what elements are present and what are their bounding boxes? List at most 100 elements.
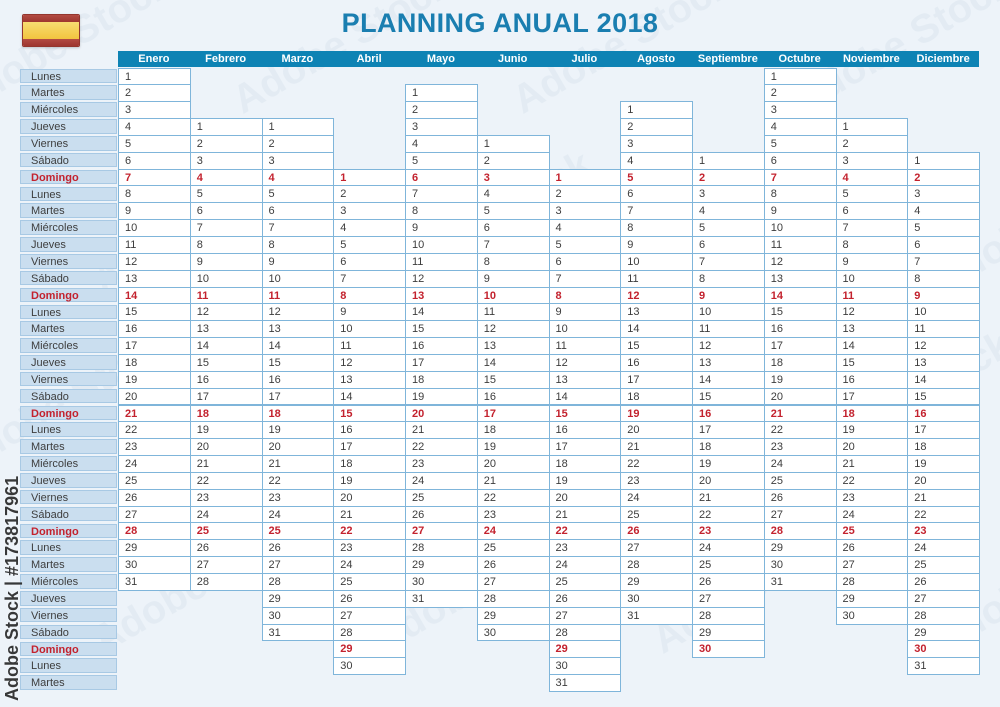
- day-row-label: Viernes: [20, 136, 117, 151]
- day-cell: 23: [118, 438, 191, 457]
- day-cell: 25: [261, 522, 335, 541]
- day-cell: 1: [835, 118, 909, 136]
- day-cell: 12: [620, 286, 693, 305]
- day-cell: 11: [476, 303, 550, 322]
- day-cell: 6: [189, 202, 263, 221]
- day-cell: 17: [476, 404, 550, 423]
- day-cell: 22: [907, 505, 980, 524]
- day-cell: 24: [261, 505, 335, 524]
- day-cell: 20: [189, 438, 263, 457]
- day-cell: 1: [333, 168, 406, 187]
- day-row-label: Viernes: [20, 607, 117, 623]
- day-cell: 22: [333, 522, 406, 541]
- day-cell: 21: [907, 488, 980, 507]
- day-cell: 15: [189, 353, 263, 372]
- day-cell: 7: [405, 185, 478, 204]
- day-cell: 10: [548, 320, 622, 339]
- day-cell: 29: [333, 640, 406, 659]
- day-cell: 12: [835, 303, 909, 322]
- day-cell: 7: [763, 168, 837, 187]
- day-row-label: Jueves: [20, 355, 117, 370]
- day-cell: 14: [835, 337, 909, 355]
- day-cell: 7: [333, 269, 406, 288]
- day-cell: 4: [118, 118, 191, 136]
- day-cell: 30: [476, 623, 550, 642]
- day-cell: 26: [476, 556, 550, 574]
- day-cell: 9: [189, 252, 263, 271]
- day-cell: 8: [333, 286, 406, 305]
- day-cell: 13: [189, 320, 263, 339]
- day-cell: 8: [405, 202, 478, 221]
- day-cell: 3: [189, 151, 263, 170]
- day-row-label: Viernes: [20, 371, 117, 387]
- day-cell: 27: [763, 505, 837, 524]
- day-cell: 1: [261, 118, 335, 136]
- day-row-label: Martes: [20, 321, 117, 336]
- day-cell: 19: [476, 438, 550, 457]
- day-cell: 26: [333, 589, 406, 608]
- day-cell: 18: [476, 421, 550, 440]
- day-cell: 8: [476, 252, 550, 271]
- day-cell: 5: [548, 236, 622, 254]
- day-cell: 20: [692, 471, 765, 490]
- day-cell: 19: [261, 421, 335, 440]
- day-cell: 21: [405, 421, 478, 440]
- day-cell: 15: [261, 353, 335, 372]
- day-cell: 1: [763, 67, 837, 86]
- day-cell: 5: [763, 134, 837, 153]
- day-cell: 18: [261, 404, 335, 423]
- day-cell: 17: [692, 421, 765, 440]
- day-cell: 31: [620, 606, 693, 625]
- day-cell: 31: [405, 589, 478, 608]
- day-cell: 21: [692, 488, 765, 507]
- day-cell: 8: [261, 236, 335, 254]
- day-cell: 6: [620, 185, 693, 204]
- day-cell: 23: [835, 488, 909, 507]
- day-cell: 16: [333, 421, 406, 440]
- day-cell: 5: [907, 219, 980, 237]
- day-cell: 21: [118, 404, 191, 423]
- day-cell: 9: [548, 303, 622, 322]
- day-cell: 4: [907, 202, 980, 221]
- day-cell: 10: [189, 269, 263, 288]
- day-cell: 1: [476, 134, 550, 153]
- day-cell: 26: [763, 488, 837, 507]
- month-header-row: Enero Febrero Marzo Abril Mayo Junio Julio Agos…: [118, 51, 979, 67]
- day-cell: 16: [405, 337, 478, 355]
- day-cell: 22: [692, 505, 765, 524]
- day-cell: 30: [548, 657, 622, 676]
- day-cell: 16: [620, 353, 693, 372]
- day-row-label: Jueves: [20, 237, 117, 252]
- day-cell: 12: [261, 303, 335, 322]
- day-cell: 15: [548, 404, 622, 423]
- day-cell: 11: [763, 236, 837, 254]
- day-cell: 10: [261, 269, 335, 288]
- day-cell: 3: [118, 101, 191, 120]
- day-cell: 18: [333, 455, 406, 473]
- day-cell: 12: [692, 337, 765, 355]
- day-cell: 5: [189, 185, 263, 204]
- day-cell: 20: [476, 455, 550, 473]
- day-cell: 9: [620, 236, 693, 254]
- day-cell: 23: [405, 455, 478, 473]
- day-cell: 2: [476, 151, 550, 170]
- day-cell: 22: [476, 488, 550, 507]
- day-cell: 26: [692, 573, 765, 591]
- day-cell: 30: [118, 556, 191, 574]
- day-cell: 5: [333, 236, 406, 254]
- day-cell: 28: [261, 573, 335, 591]
- day-cell: 2: [907, 168, 980, 187]
- day-cell: 8: [118, 185, 191, 204]
- day-cell: 11: [835, 286, 909, 305]
- day-cell: 17: [118, 337, 191, 355]
- day-cell: 18: [118, 353, 191, 372]
- day-row-label: Miércoles: [20, 102, 117, 117]
- day-cell: 2: [261, 134, 335, 153]
- day-cell: 7: [620, 202, 693, 221]
- day-cell: 8: [835, 236, 909, 254]
- day-cell: 11: [189, 286, 263, 305]
- day-cell: 13: [405, 286, 478, 305]
- day-cell: 10: [763, 219, 837, 237]
- day-cell: 13: [548, 370, 622, 389]
- day-cell: 18: [692, 438, 765, 457]
